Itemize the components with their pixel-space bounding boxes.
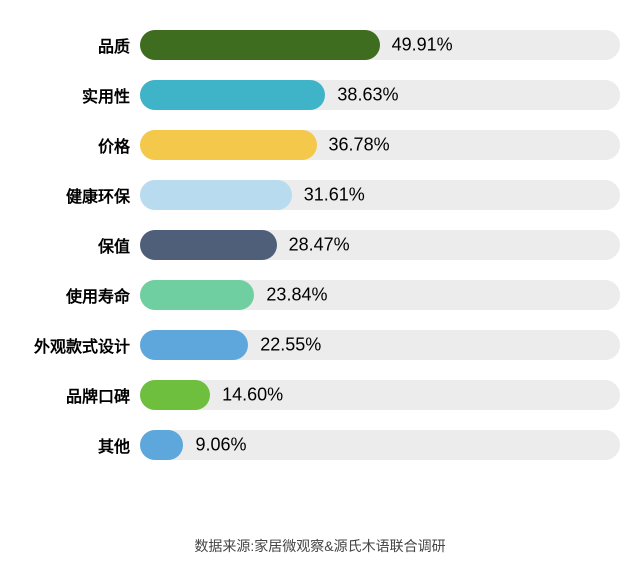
bar-fill [140, 430, 183, 460]
bar-label: 保值 [20, 233, 140, 257]
bar-row: 保值 28.47% [20, 230, 620, 260]
bar-value: 22.55% [260, 335, 321, 356]
bar-fill [140, 80, 325, 110]
bar-row: 价格 36.78% [20, 130, 620, 160]
bar-label: 使用寿命 [20, 283, 140, 307]
bar-row: 实用性 38.63% [20, 80, 620, 110]
bar-value: 9.06% [195, 435, 246, 456]
bar-track: 31.61% [140, 180, 620, 210]
bar-value: 28.47% [289, 235, 350, 256]
bar-value: 49.91% [392, 35, 453, 56]
bar-row: 使用寿命 23.84% [20, 280, 620, 310]
bar-label: 健康环保 [20, 183, 140, 207]
bar-value: 31.61% [304, 185, 365, 206]
bar-row: 品牌口碑 14.60% [20, 380, 620, 410]
bar-row: 健康环保 31.61% [20, 180, 620, 210]
bar-track: 22.55% [140, 330, 620, 360]
bar-fill [140, 230, 277, 260]
bar-fill [140, 180, 292, 210]
bar-label: 价格 [20, 133, 140, 157]
bar-label: 品牌口碑 [20, 383, 140, 407]
bar-row: 外观款式设计 22.55% [20, 330, 620, 360]
bar-track: 28.47% [140, 230, 620, 260]
bar-row: 其他 9.06% [20, 430, 620, 460]
bar-track: 36.78% [140, 130, 620, 160]
bar-fill [140, 130, 317, 160]
bar-track: 23.84% [140, 280, 620, 310]
bar-track: 49.91% [140, 30, 620, 60]
bar-value: 36.78% [329, 135, 390, 156]
data-source-caption: 数据来源:家居微观察&源氏木语联合调研 [0, 536, 640, 556]
bar-track: 9.06% [140, 430, 620, 460]
bar-fill [140, 380, 210, 410]
bar-fill [140, 280, 254, 310]
bar-track: 38.63% [140, 80, 620, 110]
bar-value: 14.60% [222, 385, 283, 406]
bar-value: 38.63% [337, 85, 398, 106]
bar-value: 23.84% [266, 285, 327, 306]
bar-fill [140, 30, 380, 60]
bar-fill [140, 330, 248, 360]
bar-label: 外观款式设计 [20, 333, 140, 357]
bar-label: 品质 [20, 33, 140, 57]
horizontal-bar-chart: 品质 49.91% 实用性 38.63% 价格 36.78% 健康环保 31.61% 保值 28.… [20, 30, 620, 460]
bar-label: 其他 [20, 433, 140, 457]
bar-row: 品质 49.91% [20, 30, 620, 60]
bar-track: 14.60% [140, 380, 620, 410]
bar-label: 实用性 [20, 83, 140, 107]
